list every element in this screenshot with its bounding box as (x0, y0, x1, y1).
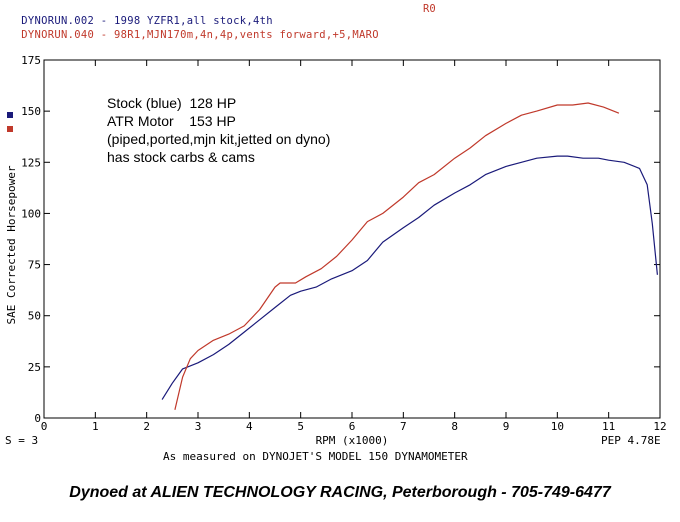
annotation-line2: ATR Motor 153 HP (107, 113, 236, 129)
x-axis-label: RPM (x1000) (316, 434, 389, 447)
y-axis-label: SAE Corrected Horsepower (5, 165, 18, 324)
run2-label: DYNORUN.040 - 98R1,MJN170m,4n,4p,vents f… (8, 17, 379, 41)
x-tick-label: 3 (195, 420, 202, 433)
annotation-line4: has stock carbs & cams (107, 149, 255, 165)
x-tick-label: 2 (143, 420, 150, 433)
run1-label: DYNORUN.002 - 1998 YZFR1,all stock,4th (8, 3, 273, 27)
run2-text: DYNORUN.040 - 98R1,MJN170m,4n,4p,vents f… (21, 29, 379, 41)
x-tick-label: 0 (41, 420, 48, 433)
y-tick-label: 100 (21, 207, 41, 220)
y-tick-label: 25 (28, 361, 41, 374)
x-tick-label: 4 (246, 420, 253, 433)
x-tick-label: 1 (92, 420, 99, 433)
x-tick-label: 10 (551, 420, 564, 433)
x-tick-label: 12 (653, 420, 666, 433)
legend-swatch-blue (7, 112, 13, 118)
x-tick-label: 11 (602, 420, 615, 433)
y-tick-label: 0 (34, 412, 41, 425)
y-tick-label: 50 (28, 310, 41, 323)
annotation-line1: Stock (blue) 128 HP (107, 95, 237, 111)
x-tick-label: 9 (503, 420, 510, 433)
series-line-1 (174, 102, 620, 410)
annotation-line3: (piped,ported,mjn kit,jetted on dyno) (107, 131, 331, 147)
legend-swatch-red (7, 126, 13, 132)
y-tick-label: 150 (21, 105, 41, 118)
x-tick-label: 8 (451, 420, 458, 433)
y-tick-label: 125 (21, 156, 41, 169)
smoothing-label: S = 3 (5, 434, 39, 447)
y-tick-label: 75 (28, 259, 41, 272)
x-tick-label: 5 (297, 420, 304, 433)
x-tick-label: 7 (400, 420, 407, 433)
x-tick-label: 6 (349, 420, 356, 433)
chart-series (161, 102, 658, 410)
run-code: R0 (423, 3, 436, 15)
measured-label: As measured on DYNOJET'S MODEL 150 DYNAM… (163, 450, 468, 463)
y-tick-label: 175 (21, 54, 41, 67)
series-line-0 (161, 155, 658, 400)
footer-banner: Dynoed at ALIEN TECHNOLOGY RACING, Peter… (69, 484, 611, 501)
run1-text: DYNORUN.002 - 1998 YZFR1,all stock,4th (21, 15, 273, 27)
pep-label: PEP 4.78E (601, 434, 661, 447)
